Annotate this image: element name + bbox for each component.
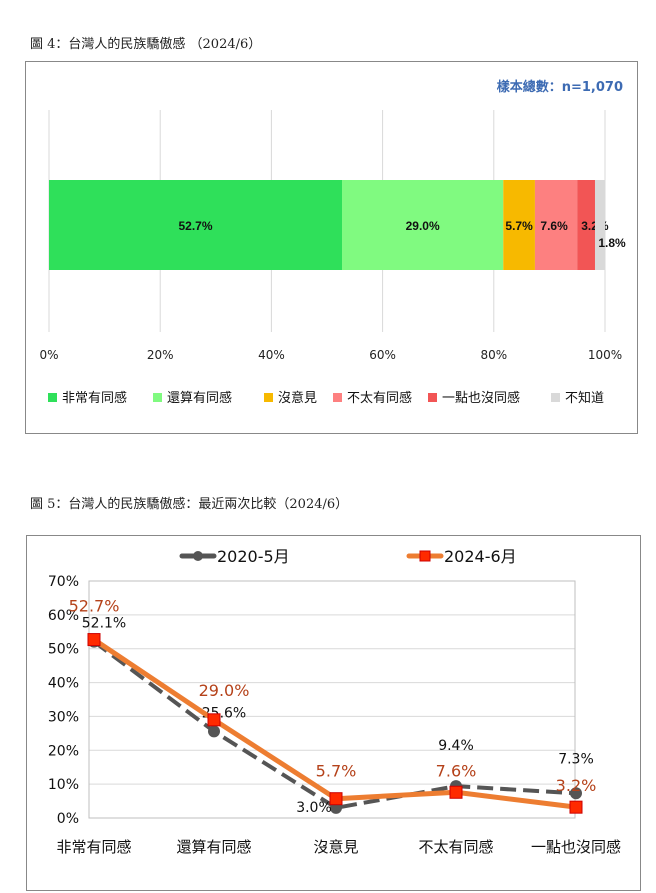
- legend-swatch: [264, 393, 273, 402]
- x-category-label: 一點也沒同感: [531, 838, 621, 856]
- legend-swatch: [153, 393, 162, 402]
- bar-segment: [594, 180, 605, 270]
- x-tick-label: 20%: [147, 348, 174, 362]
- figure-5-title: 圖 5：台灣人的民族驕傲感：最近兩次比較（2024/6）: [30, 497, 349, 512]
- data-label: 7.6%: [436, 761, 477, 780]
- y-tick-label: 0%: [57, 811, 79, 827]
- data-point: [569, 800, 583, 814]
- legend-swatch: [428, 393, 437, 402]
- data-label: 5.7%: [316, 762, 357, 781]
- x-category-label: 非常有同感: [56, 838, 131, 856]
- y-tick-label: 40%: [48, 676, 79, 692]
- data-label: 29.0%: [406, 219, 440, 233]
- bar-segment: [534, 180, 578, 270]
- x-tick-label: 60%: [369, 348, 396, 362]
- data-point: [87, 633, 101, 647]
- legend-swatch: [333, 393, 342, 402]
- data-point: [208, 725, 220, 738]
- line-chart-svg: 0% 10% 20% 30% 40% 50% 60% 70% 非常有同感 還算有同感 沒意見 不太有同…: [48, 547, 621, 856]
- data-label: 52.7%: [69, 597, 120, 616]
- data-label: 7.3%: [558, 751, 594, 767]
- y-tick-label: 20%: [48, 743, 79, 759]
- y-tick-label: 60%: [48, 608, 79, 624]
- x-tick-label: 100%: [588, 348, 622, 362]
- y-tick-label: 30%: [48, 709, 79, 725]
- x-category-label: 不太有同感: [418, 838, 493, 856]
- y-tick-label: 70%: [48, 574, 79, 590]
- legend-swatch: [48, 393, 57, 402]
- data-label: 5.7%: [505, 219, 533, 233]
- data-point: [207, 713, 221, 727]
- data-point: [329, 792, 343, 806]
- bar-segment: [577, 180, 595, 270]
- y-tick-label: 10%: [48, 777, 79, 793]
- figure-4-title: 圖 4：台灣人的民族驕傲感 （2024/6）: [30, 37, 262, 52]
- legend-label: 還算有同感: [167, 390, 232, 406]
- data-label: 52.1%: [82, 616, 126, 632]
- legend-label: 不知道: [565, 390, 604, 406]
- bar-segment: [49, 180, 343, 270]
- data-point: [449, 785, 463, 799]
- sample-size-note: 樣本總數：n=1,070: [496, 80, 623, 95]
- legend-label: 沒意見: [278, 390, 317, 406]
- data-label: 52.7%: [178, 219, 212, 233]
- series-line: [92, 640, 577, 810]
- data-label: 7.6%: [540, 219, 568, 233]
- legend-label: 一點也沒同感: [442, 390, 520, 406]
- plot-area: [88, 580, 576, 819]
- legend-label: 2020-5月: [217, 547, 290, 566]
- legend-label: 不太有同感: [347, 390, 412, 406]
- x-category-label: 還算有同感: [176, 838, 251, 856]
- y-tick-label: 50%: [48, 642, 79, 658]
- legend-swatch: [551, 393, 560, 402]
- x-tick-label: 80%: [480, 348, 507, 362]
- data-label: 9.4%: [438, 738, 474, 754]
- bar-segment: [342, 180, 504, 270]
- data-label: 1.8%: [598, 236, 626, 250]
- data-label: 3.2%: [556, 776, 597, 795]
- x-category-label: 沒意見: [313, 838, 358, 856]
- x-tick-label: 0%: [39, 348, 58, 362]
- legend-label: 非常有同感: [62, 390, 127, 406]
- legend-label: 2024-6月: [444, 547, 517, 566]
- series-line: [92, 637, 577, 810]
- bar-segment: [503, 180, 535, 270]
- data-point: [570, 787, 582, 800]
- x-tick-label: 40%: [258, 348, 285, 362]
- legend-marker: [419, 550, 431, 562]
- line-chart: 0% 10% 20% 30% 40% 50% 60% 70% 非常有同感 還算有同感 沒意見 不太有同…: [26, 535, 641, 891]
- legend-marker: [193, 551, 203, 561]
- stacked-bar-chart: 樣本總數：n=1,070 0% 20% 40% 60% 80% 100% 52.7% 29.0…: [25, 61, 638, 434]
- data-label: 29.0%: [199, 681, 250, 700]
- stacked-bar-svg: 0% 20% 40% 60% 80% 100%52.7% 29.0% 5.7% 7.6% 3.2%…: [39, 110, 626, 406]
- data-label: 3.0%: [296, 800, 332, 816]
